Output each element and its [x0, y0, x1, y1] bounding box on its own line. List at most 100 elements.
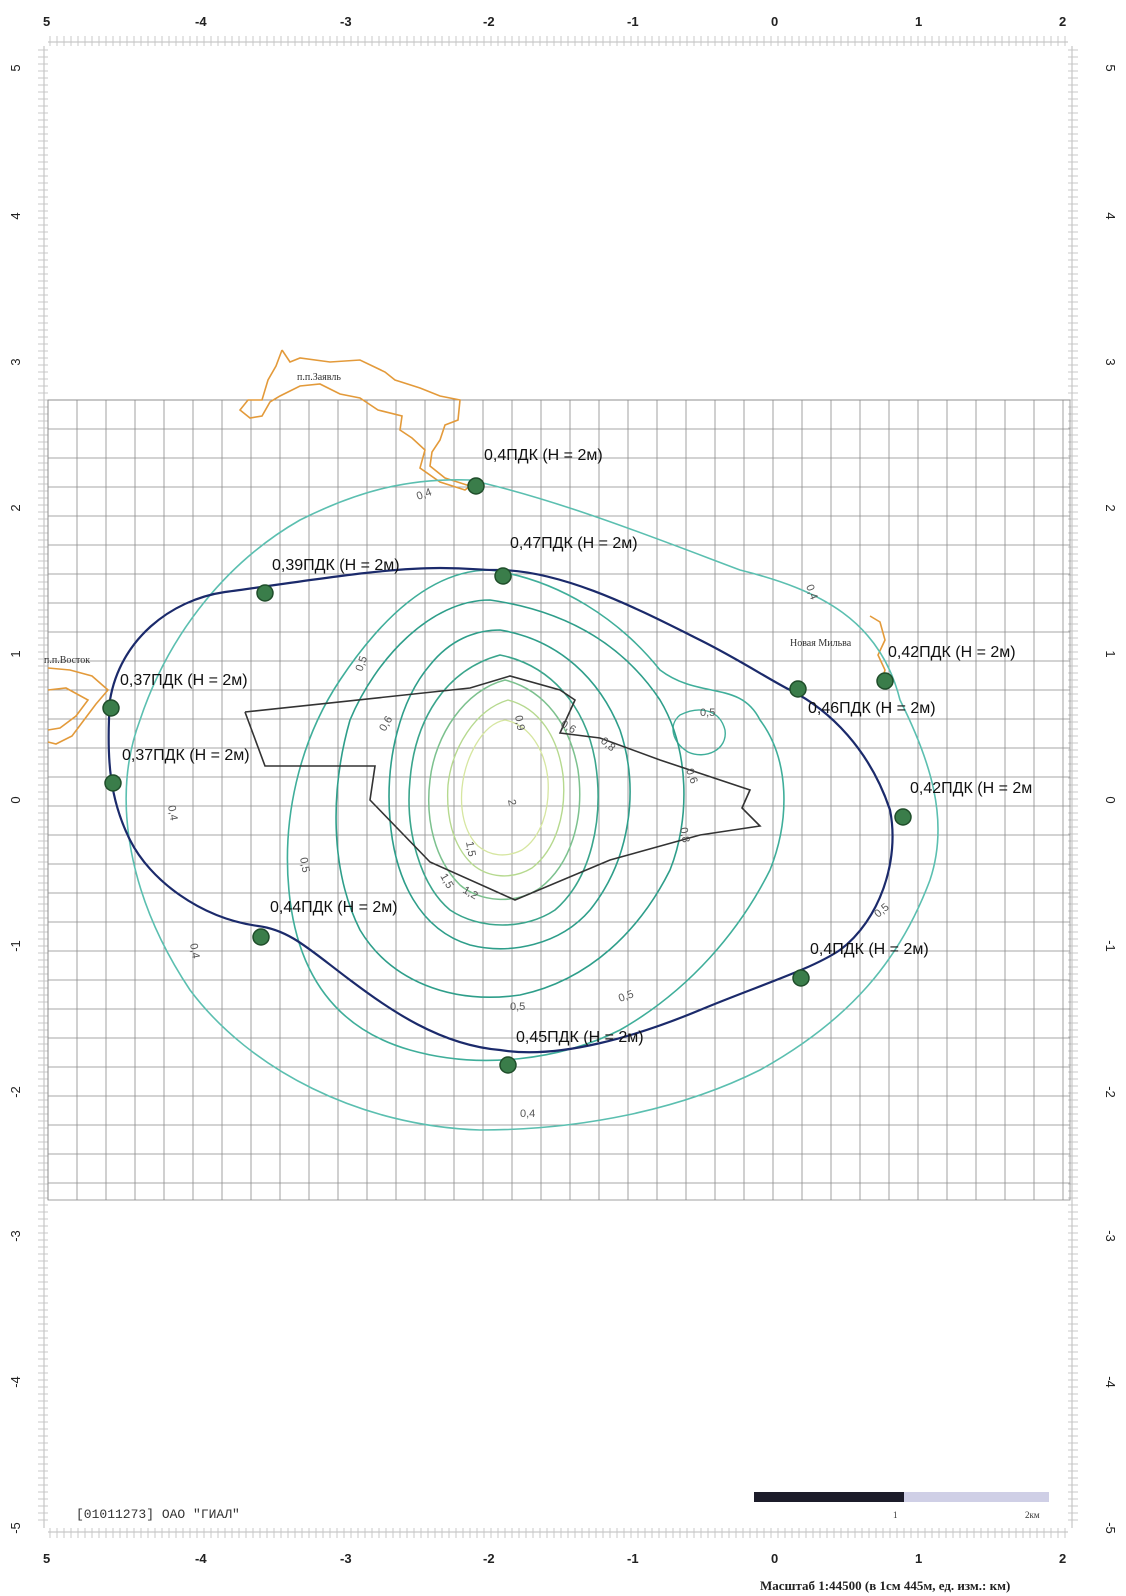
x-tick-label-bottom: -2	[483, 1551, 495, 1566]
contour-label: 0,4	[165, 804, 179, 821]
y-tick-label-right: -1	[1103, 940, 1118, 952]
contour-label: 0,6	[683, 767, 700, 785]
scalebar-mid-label: 1	[893, 1510, 898, 1520]
y-tick-label-right: 5	[1103, 64, 1118, 71]
y-tick-label-left: -1	[8, 940, 23, 952]
contour-label: 0,9	[512, 714, 526, 731]
calculation-point-label: 0,45ПДК (Н = 2м)	[516, 1029, 644, 1046]
x-tick-label-bottom: 0	[771, 1551, 778, 1566]
axis-labels: 5 5 -4 -4 -3 -3 -2 -2 -1 -1 0 0 1 1 2 2 5 5 4 4 3 3 2 2 1 1 0 0 -1 -1…	[8, 14, 1118, 1566]
isoline-1-5	[446, 699, 565, 877]
calculation-point-label: 0,37ПДК (Н = 2м)	[120, 672, 248, 689]
y-tick-label-right: 4	[1103, 212, 1118, 219]
map-scale-text: Масштаб 1:44500 (в 1см 445м, ед. изм.: к…	[760, 1578, 1010, 1593]
contour-label: 0,4	[520, 1108, 535, 1120]
ruler-ticks	[38, 36, 1078, 1538]
isoline-0-4	[125, 478, 939, 1131]
calculation-point-marker	[499, 1056, 517, 1074]
contour-label: 0,5	[617, 988, 635, 1005]
contour-label: 0,5	[354, 655, 371, 673]
contour-label: 0,5	[700, 707, 715, 719]
settlement-zaryavl-boundary	[238, 349, 472, 491]
y-tick-label-right: -2	[1103, 1086, 1118, 1098]
y-tick-label-left: -5	[8, 1522, 23, 1534]
calculation-point-label: 0,42ПДК (Н = 2м	[910, 780, 1032, 797]
concentration-isolines	[125, 478, 939, 1131]
y-tick-label-right: -5	[1103, 1522, 1118, 1534]
settlement-vostok-boundary-inner	[47, 687, 90, 731]
y-tick-label-left: -2	[8, 1086, 23, 1098]
x-tick-label-bottom: 1	[915, 1551, 922, 1566]
x-tick-label-bottom: 5	[43, 1551, 50, 1566]
y-tick-label-right: -3	[1103, 1230, 1118, 1242]
calculation-point-marker	[256, 584, 274, 602]
x-tick-label-top: 5	[43, 14, 50, 29]
isoline-0-5b	[672, 709, 726, 756]
x-tick-label-top: -4	[195, 14, 207, 29]
isoline-0-6	[335, 599, 685, 998]
calculation-point-marker	[252, 928, 270, 946]
x-tick-label-bottom: 2	[1059, 1551, 1066, 1566]
y-tick-label-left: 3	[8, 358, 23, 365]
calculation-point-label: 0,46ПДК (Н = 2м)	[808, 700, 936, 717]
calculation-point-label: 0,39ПДК (Н = 2м)	[272, 557, 400, 574]
x-tick-label-top: 0	[771, 14, 778, 29]
contour-label: 0,5	[297, 856, 311, 873]
y-tick-label-left: 1	[8, 650, 23, 657]
calculation-grid	[47, 399, 1071, 1201]
settlement-vostok-boundary	[47, 667, 110, 745]
x-tick-label-top: 1	[915, 14, 922, 29]
y-tick-label-right: 1	[1103, 650, 1118, 657]
contour-label: 1,5	[463, 840, 477, 857]
calculation-point-marker	[494, 567, 512, 585]
isoline-0-8	[388, 629, 631, 950]
calculation-point-marker	[894, 808, 912, 826]
settlements	[47, 349, 886, 745]
calculation-points: 0,4ПДК (Н = 2м) 0,47ПДК (Н = 2м) 0,39ПДК (…	[102, 447, 1032, 1074]
scale-bar: 1 2км	[754, 1492, 1049, 1520]
x-tick-label-top: 2	[1059, 14, 1066, 29]
settlement-label: п.п.Заявль	[297, 372, 341, 383]
calculation-point-marker	[467, 477, 485, 495]
company-label: [01011273] ОАО "ГИАЛ"	[76, 1507, 240, 1522]
x-tick-label-top: -2	[483, 14, 495, 29]
calculation-point-label: 0,4ПДК (Н = 2м)	[810, 941, 929, 958]
y-tick-label-left: -3	[8, 1230, 23, 1242]
calculation-point-marker	[104, 774, 122, 792]
calculation-point-label: 0,37ПДК (Н = 2м)	[122, 747, 250, 764]
isoline-0-9	[408, 654, 599, 926]
contour-label: 2	[505, 798, 518, 806]
calculation-point-marker	[102, 699, 120, 717]
calculation-point-label: 0,4ПДК (Н = 2м)	[484, 447, 603, 464]
calculation-point-label: 0,47ПДК (Н = 2м)	[510, 535, 638, 552]
isoline-1-2	[428, 679, 581, 900]
y-tick-label-left: -4	[8, 1376, 23, 1388]
enterprise-boundary	[244, 675, 762, 901]
x-tick-label-bottom: -3	[340, 1551, 352, 1566]
calculation-point-marker	[876, 672, 894, 690]
calculation-point-marker	[792, 969, 810, 987]
settlement-label: Новая Мильва	[790, 638, 852, 649]
contour-label: 0,4	[187, 942, 201, 959]
y-tick-label-right: 0	[1103, 796, 1118, 803]
x-tick-label-top: -1	[627, 14, 639, 29]
x-tick-label-bottom: -4	[195, 1551, 207, 1566]
y-tick-label-left: 4	[8, 212, 23, 219]
contour-label: 0,4	[415, 486, 433, 503]
x-tick-label-bottom: -1	[627, 1551, 639, 1566]
isoline-0-5	[286, 569, 785, 1062]
calculation-point-label: 0,42ПДК (Н = 2м)	[888, 644, 1016, 661]
contour-label: 0,4	[803, 583, 820, 601]
calculation-point-label: 0,44ПДК (Н = 2м)	[270, 899, 398, 916]
y-tick-label-left: 2	[8, 504, 23, 511]
y-tick-label-right: -4	[1103, 1376, 1118, 1388]
y-tick-label-left: 5	[8, 64, 23, 71]
isoline-2	[460, 719, 549, 856]
y-tick-label-right: 2	[1103, 504, 1118, 511]
y-tick-label-left: 0	[8, 796, 23, 803]
settlement-label: п.п.Восток	[44, 655, 90, 666]
contour-label: 0,5	[510, 1001, 525, 1013]
y-tick-label-right: 3	[1103, 358, 1118, 365]
scalebar-end-label: 2км	[1025, 1510, 1040, 1520]
